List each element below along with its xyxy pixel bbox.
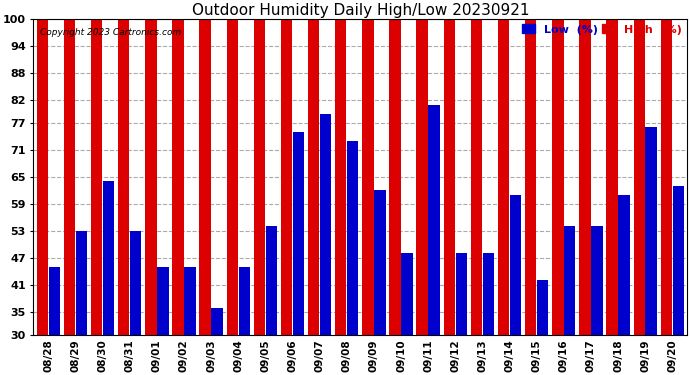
Bar xyxy=(145,19,157,334)
Bar xyxy=(254,19,265,334)
Text: Copyright 2023 Cartronics.com: Copyright 2023 Cartronics.com xyxy=(40,28,181,38)
Bar xyxy=(660,19,672,334)
Bar xyxy=(579,19,591,334)
Bar xyxy=(320,114,331,334)
Bar xyxy=(483,254,494,334)
Bar xyxy=(347,141,358,334)
Bar xyxy=(281,19,293,334)
Bar xyxy=(428,105,440,334)
Title: Outdoor Humidity Daily High/Low 20230921: Outdoor Humidity Daily High/Low 20230921 xyxy=(192,3,529,18)
Bar xyxy=(564,226,575,334)
Bar xyxy=(633,19,645,334)
Bar xyxy=(184,267,196,334)
Bar xyxy=(308,19,319,334)
Bar xyxy=(389,19,401,334)
Bar xyxy=(402,254,413,334)
Bar xyxy=(471,19,482,334)
Bar xyxy=(552,19,564,334)
Bar xyxy=(211,308,223,334)
Bar xyxy=(199,19,211,334)
Bar xyxy=(157,267,168,334)
Bar xyxy=(130,231,141,334)
Bar xyxy=(63,19,75,334)
Bar xyxy=(293,132,304,334)
Bar xyxy=(525,19,536,334)
Bar xyxy=(118,19,130,334)
Bar xyxy=(266,226,277,334)
Bar xyxy=(48,267,60,334)
Bar xyxy=(335,19,346,334)
Bar xyxy=(673,186,684,334)
Bar xyxy=(607,19,618,334)
Bar xyxy=(172,19,184,334)
Bar xyxy=(444,19,455,334)
Bar xyxy=(498,19,509,334)
Bar xyxy=(226,19,238,334)
Legend: Low  (%), High  (%): Low (%), High (%) xyxy=(518,20,686,39)
Bar xyxy=(239,267,250,334)
Bar xyxy=(417,19,428,334)
Bar xyxy=(645,127,657,334)
Bar xyxy=(374,190,386,334)
Bar xyxy=(103,181,115,334)
Bar xyxy=(510,195,521,334)
Bar xyxy=(37,19,48,334)
Bar xyxy=(455,254,467,334)
Bar xyxy=(618,195,630,334)
Bar xyxy=(591,226,602,334)
Bar xyxy=(362,19,373,334)
Bar xyxy=(91,19,102,334)
Bar xyxy=(537,280,549,334)
Bar xyxy=(76,231,87,334)
